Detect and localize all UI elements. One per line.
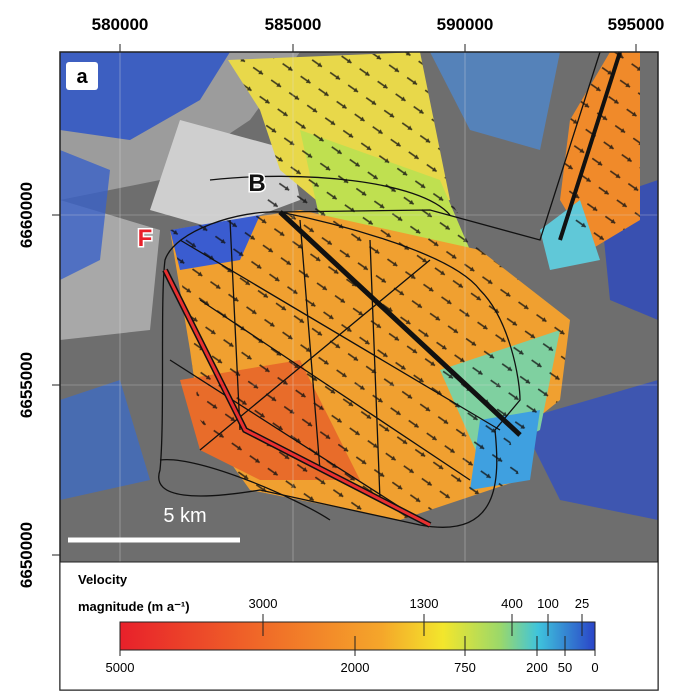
- x-tick-label: 590000: [437, 15, 494, 34]
- map-figure: a B F 5 km 580000 585000 590000 595000 6660…: [0, 0, 684, 694]
- colorbar-tick-label: 1300: [410, 596, 439, 611]
- y-tick-label: 6650000: [17, 522, 36, 588]
- colorbar-tick-label: 100: [537, 596, 559, 611]
- colorbar-tick-label: 5000: [106, 660, 135, 675]
- place-label: B: [248, 170, 265, 197]
- panel-label: a: [76, 66, 88, 88]
- colorbar-tick-label: 200: [526, 660, 548, 675]
- colorbar-tick-label: 3000: [249, 596, 278, 611]
- place-label: F: [138, 225, 153, 252]
- x-tick-label: 580000: [92, 15, 149, 34]
- colorbar-tick-label: 750: [454, 660, 476, 675]
- y-tick-labels: 6660000 6655000 6650000: [17, 182, 60, 588]
- colorbar-tick-label: 25: [575, 596, 589, 611]
- colorbar-tick-label: 400: [501, 596, 523, 611]
- x-tick-label: 595000: [608, 15, 665, 34]
- legend-title: Velocity: [78, 572, 128, 587]
- scale-bar-label: 5 km: [163, 505, 206, 527]
- colorbar-tick-label: 2000: [341, 660, 370, 675]
- x-tick-label: 585000: [265, 15, 322, 34]
- colorbar-tick-label: 0: [591, 660, 598, 675]
- x-tick-labels: 580000 585000 590000 595000: [92, 15, 665, 52]
- colorbar-tick-label: 50: [558, 660, 572, 675]
- y-tick-label: 6660000: [17, 182, 36, 248]
- colorbar: [120, 622, 595, 650]
- y-tick-label: 6655000: [17, 352, 36, 418]
- legend-title: magnitude (m a⁻¹): [78, 599, 190, 614]
